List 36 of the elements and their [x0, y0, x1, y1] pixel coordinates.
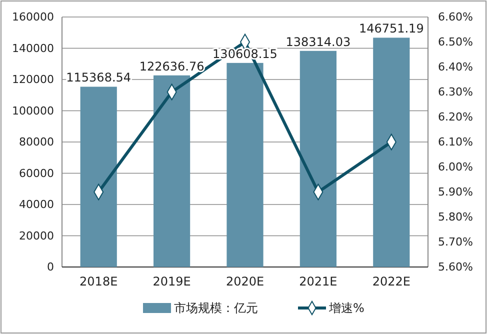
legend-label: 市场规模：亿元	[174, 301, 258, 315]
y2-tick-label: 6.20%	[438, 110, 473, 124]
y2-tick-label: 6.00%	[438, 160, 473, 174]
data-label: 138314.03	[286, 34, 351, 49]
y2-tick-label: 5.70%	[438, 236, 473, 249]
y-tick-label: 140000	[12, 42, 54, 55]
data-label: 115368.54	[66, 70, 132, 85]
bar	[154, 75, 190, 267]
bar	[80, 86, 117, 267]
data-label: 122636.76	[139, 59, 204, 74]
y2-tick-label: 5.80%	[438, 210, 473, 224]
y-tick-label: 80000	[19, 136, 54, 149]
bar	[373, 38, 410, 267]
y-tick-label: 40000	[19, 198, 54, 212]
y2-tick-label: 5.90%	[438, 186, 473, 199]
legend-label: 增速%	[328, 301, 364, 315]
y2-tick-label: 6.60%	[438, 10, 473, 24]
x-tick-label: 2019E	[152, 274, 191, 289]
y-tick-label: 20000	[19, 229, 54, 242]
y-tick-label: 160000	[12, 10, 54, 24]
y-tick-label: 60000	[19, 166, 54, 180]
x-tick-label: 2020E	[226, 274, 264, 289]
y-tick-label: 0	[47, 260, 54, 274]
y-tick-label: 120000	[12, 73, 54, 86]
y2-tick-label: 5.60%	[438, 260, 473, 274]
y2-tick-label: 6.10%	[438, 136, 473, 149]
y2-tick-label: 6.40%	[438, 60, 473, 74]
bar	[226, 62, 264, 267]
y-tick-label: 100000	[12, 104, 54, 118]
data-label: 146751.19	[358, 22, 424, 36]
y2-tick-label: 6.30%	[438, 86, 473, 99]
y2-tick-label: 6.50%	[438, 36, 473, 49]
x-tick-label: 2018E	[80, 274, 118, 289]
bar	[300, 50, 336, 267]
x-tick-label: 2022E	[372, 274, 410, 289]
x-tick-label: 2021E	[299, 274, 338, 289]
